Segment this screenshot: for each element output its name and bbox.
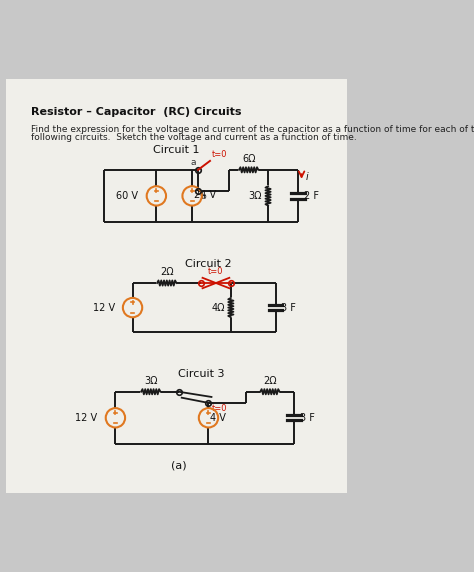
Text: Circuit 2: Circuit 2 bbox=[185, 259, 232, 269]
Text: 2Ω: 2Ω bbox=[263, 376, 277, 386]
Text: t=0: t=0 bbox=[211, 150, 227, 160]
Text: 4Ω: 4Ω bbox=[211, 303, 225, 312]
Text: 2 F: 2 F bbox=[304, 191, 319, 201]
Text: 3Ω: 3Ω bbox=[248, 191, 262, 201]
Text: Circuit 1: Circuit 1 bbox=[153, 145, 200, 155]
Text: Resistor – Capacitor  (RC) Circuits: Resistor – Capacitor (RC) Circuits bbox=[31, 107, 242, 117]
FancyBboxPatch shape bbox=[6, 79, 347, 493]
Text: 12 V: 12 V bbox=[92, 303, 115, 312]
Text: 3 F: 3 F bbox=[282, 303, 296, 312]
Text: t=0: t=0 bbox=[208, 267, 224, 276]
Text: (a): (a) bbox=[171, 460, 187, 470]
Text: 4 V: 4 V bbox=[210, 413, 226, 423]
Text: following circuits.  Sketch the voltage and current as a function of time.: following circuits. Sketch the voltage a… bbox=[31, 133, 357, 142]
Text: 2Ω: 2Ω bbox=[160, 267, 173, 277]
Text: 60 V: 60 V bbox=[117, 191, 138, 201]
Text: 24 V: 24 V bbox=[193, 190, 216, 200]
Text: b: b bbox=[201, 192, 206, 201]
Text: 6Ω: 6Ω bbox=[242, 154, 255, 164]
Text: i: i bbox=[305, 172, 308, 182]
Text: Find the expression for the voltage and current of the capacitor as a function o: Find the expression for the voltage and … bbox=[31, 125, 474, 134]
Text: Circuit 3: Circuit 3 bbox=[178, 370, 224, 379]
Text: 3 F: 3 F bbox=[300, 413, 315, 423]
Text: t=0: t=0 bbox=[211, 404, 227, 414]
Text: a: a bbox=[191, 158, 196, 167]
Text: 3Ω: 3Ω bbox=[144, 376, 157, 386]
Text: 12 V: 12 V bbox=[75, 413, 98, 423]
